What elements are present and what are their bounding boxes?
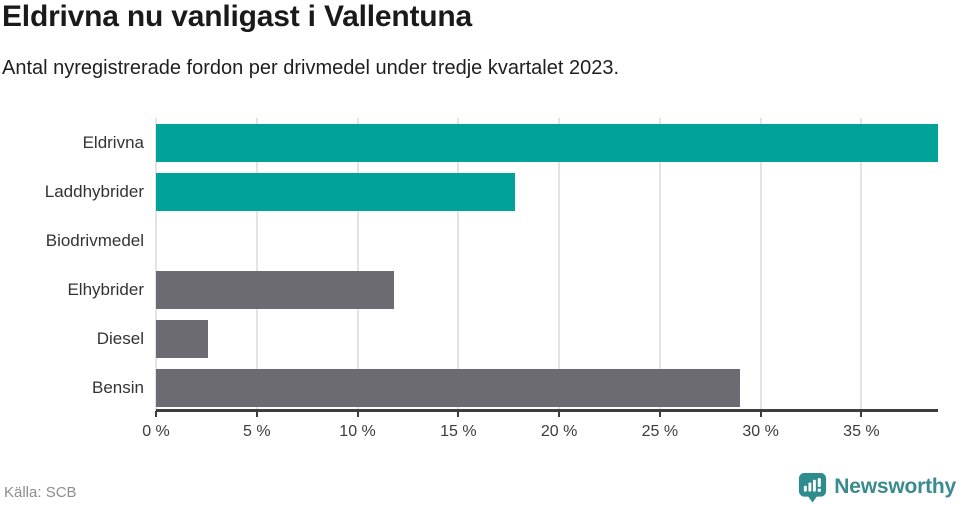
brand-logo: Newsworthy (798, 472, 956, 502)
axis-tick (356, 411, 359, 417)
axis-tick (155, 411, 157, 417)
bar-laddhybrider (156, 173, 515, 211)
gridline (759, 118, 762, 411)
gridline (155, 118, 157, 411)
gridline (658, 118, 661, 411)
x-tick-label: 30 % (742, 423, 779, 440)
gridline (255, 118, 258, 411)
source-note: Källa: SCB (4, 484, 77, 501)
category-label: Eldrivna (82, 133, 144, 152)
page-title: Eldrivna nu vanligast i Vallentuna (2, 0, 472, 33)
axis-tick (255, 411, 258, 417)
brand-name: Newsworthy (834, 475, 956, 498)
axis-tick (558, 411, 561, 417)
axis-tick (457, 411, 460, 417)
category-label: Bensin (92, 378, 144, 397)
x-tick-label: 10 % (339, 423, 376, 440)
x-tick-label: 0 % (142, 423, 170, 440)
axis-tick (658, 411, 661, 417)
bar-eldrivna (156, 124, 938, 162)
x-tick-label: 25 % (641, 423, 679, 440)
gridline (356, 118, 359, 411)
axis-tick (860, 411, 863, 417)
gridline (860, 118, 863, 411)
category-label: Diesel (96, 329, 144, 348)
gridline (558, 118, 561, 411)
bar-bensin (156, 369, 741, 407)
x-tick-label: 15 % (440, 423, 477, 440)
category-label: Laddhybrider (44, 182, 144, 201)
category-label: Biodrivmedel (45, 231, 144, 250)
bar-elhybrider (156, 271, 394, 309)
category-label: Elhybrider (67, 280, 144, 299)
x-axis-line (156, 409, 938, 412)
bar-diesel (156, 320, 209, 358)
x-tick-label: 20 % (540, 423, 578, 440)
axis-tick (759, 411, 762, 417)
x-tick-label: 35 % (843, 423, 880, 440)
newsworthy-pin-icon (799, 472, 827, 502)
page-subtitle: Antal nyregistrerade fordon per drivmede… (2, 57, 620, 79)
gridline (457, 118, 460, 411)
x-tick-label: 5 % (242, 423, 271, 440)
